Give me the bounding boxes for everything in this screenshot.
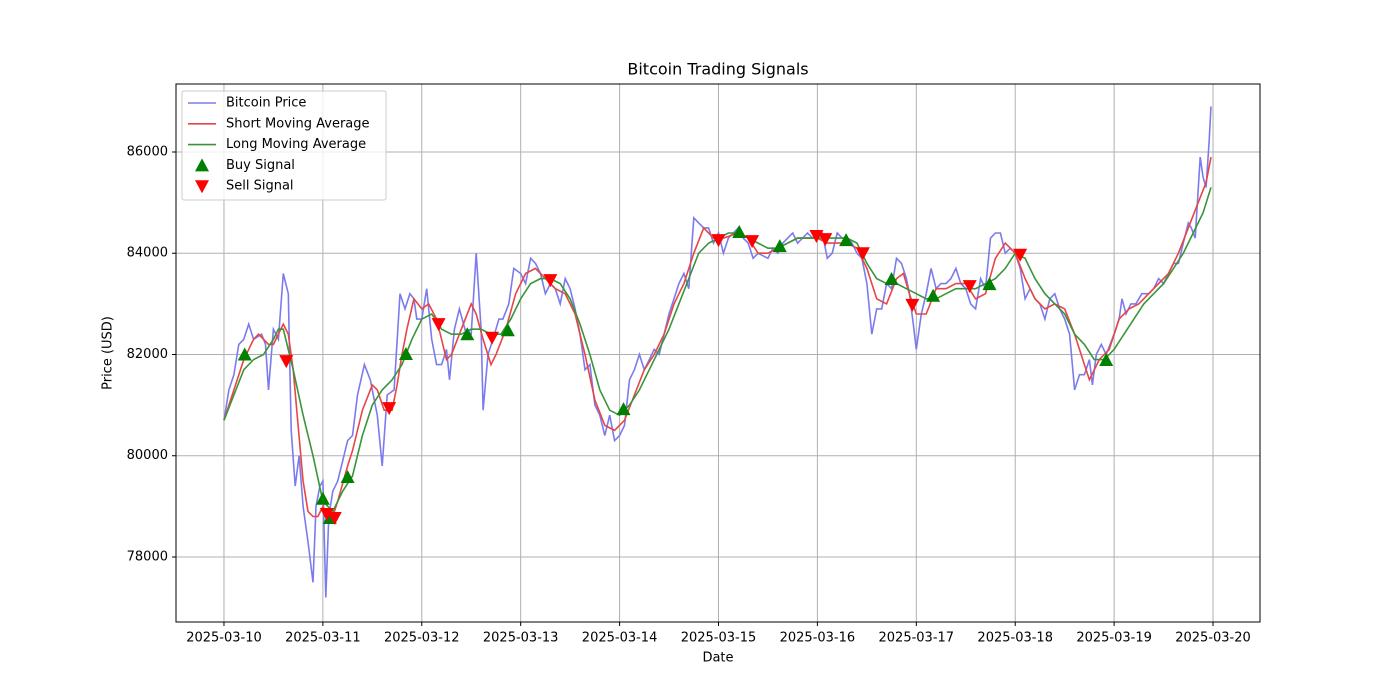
sell-marker: [382, 402, 397, 416]
y-tick-label: 80000: [127, 448, 168, 463]
plot-frame: [175, 83, 1261, 623]
sell-marker: [485, 331, 500, 345]
buy-marker: [398, 346, 413, 360]
x-tick-label: 2025-03-10: [186, 631, 262, 646]
legend-swatch: [195, 180, 209, 194]
buy-marker: [772, 239, 787, 253]
buy-marker: [839, 233, 854, 247]
buy-marker: [1099, 353, 1114, 367]
chart-title: Bitcoin Trading Signals: [627, 60, 808, 79]
y-tick-label: 82000: [127, 347, 168, 362]
buy-marker: [237, 347, 252, 361]
y-axis-label: Price (USD): [101, 316, 116, 390]
x-axis-label: Date: [702, 651, 733, 666]
sell-marker: [327, 512, 342, 526]
y-tick-label: 84000: [127, 246, 168, 261]
buy-marker: [926, 288, 941, 302]
sell-marker: [279, 355, 294, 369]
x-tick-label: 2025-03-18: [977, 631, 1053, 646]
x-tick-label: 2025-03-12: [384, 631, 460, 646]
sell-marker: [431, 318, 446, 332]
sell-marker: [319, 507, 334, 521]
legend-label: Short Moving Average: [226, 116, 370, 131]
buy-marker: [460, 327, 475, 341]
sell-marker: [818, 233, 833, 247]
buy-marker: [884, 272, 899, 286]
buy-marker: [315, 491, 330, 505]
legend-label: Buy Signal: [226, 158, 295, 173]
buy-marker: [340, 470, 355, 484]
legend-label: Bitcoin Price: [226, 96, 306, 111]
sell-marker: [962, 280, 977, 294]
sell-marker: [711, 234, 726, 248]
x-tick-label: 2025-03-14: [582, 631, 658, 646]
sell-marker: [745, 235, 760, 249]
x-tick-label: 2025-03-19: [1076, 631, 1152, 646]
buy-marker: [982, 277, 997, 291]
buy-marker: [616, 402, 631, 416]
sell-marker: [855, 247, 870, 261]
line-series: [223, 106, 1212, 598]
y-tick-label: 86000: [127, 144, 168, 159]
sell-marker: [543, 274, 558, 288]
legend-label: Long Moving Average: [226, 137, 366, 152]
x-tick-label: 2025-03-17: [879, 631, 955, 646]
x-tick-label: 2025-03-15: [681, 631, 757, 646]
buy-marker: [500, 323, 515, 337]
x-tick-label: 2025-03-13: [483, 631, 559, 646]
x-tick-label: 2025-03-20: [1175, 631, 1251, 646]
buy-marker: [732, 224, 747, 238]
line-series: [223, 187, 1212, 513]
sell-marker: [905, 298, 920, 312]
x-tick-label: 2025-03-11: [285, 631, 361, 646]
x-tick-label: 2025-03-16: [780, 631, 856, 646]
grid: [176, 84, 1260, 622]
sell-marker: [1013, 248, 1028, 262]
legend-box: [181, 90, 387, 201]
legend-swatch: [195, 158, 209, 172]
legend-label: Sell Signal: [226, 179, 294, 194]
line-series: [223, 156, 1212, 518]
y-tick-label: 78000: [127, 549, 168, 564]
